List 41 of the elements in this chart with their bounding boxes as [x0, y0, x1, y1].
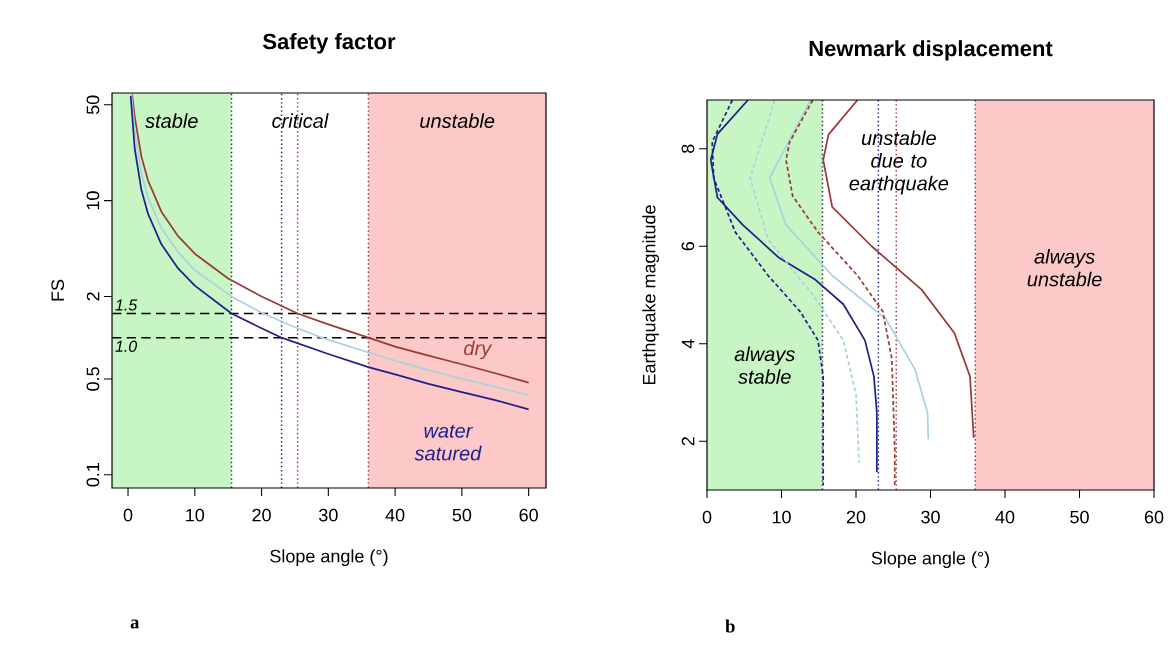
text: b	[725, 619, 735, 633]
y-tick-label: 2	[86, 292, 100, 301]
ref-line-label: 1.0	[115, 340, 138, 352]
band-label: unstable	[420, 113, 495, 128]
band-label: always unstable	[1027, 249, 1102, 287]
x-tick-label: 20	[252, 508, 271, 522]
x-tick-label: 60	[519, 508, 538, 522]
band-label: always stable	[734, 346, 795, 384]
y-tick-label: 0.5	[86, 367, 100, 391]
series-label: water satured	[414, 424, 482, 461]
band-label: stable	[145, 113, 198, 128]
band-label: critical	[272, 113, 329, 128]
band-label: unstable due to earthquake	[849, 130, 949, 195]
text: a	[130, 619, 140, 629]
y-axis-title: Earthquake magnitude	[642, 205, 660, 385]
x-tick-label: 40	[995, 510, 1015, 524]
y-tick-label: 8	[681, 144, 695, 153]
x-axis-title: Slope angle (°)	[871, 551, 989, 569]
x-tick-label: 30	[319, 508, 338, 522]
x-tick-label: 30	[921, 510, 940, 524]
y-tick-label: 50	[86, 95, 100, 115]
x-tick-label: 10	[772, 510, 791, 524]
y-tick-label: 0.1	[86, 463, 100, 487]
x-tick-label: 0	[702, 510, 712, 524]
y-axis-title: FS	[51, 279, 65, 301]
x-tick-label: 0	[123, 508, 133, 522]
y-tick-label: 4	[681, 339, 695, 349]
x-axis-title: Slope angle (°)	[270, 549, 388, 567]
x-tick-label: 40	[385, 508, 405, 522]
x-tick-label: 20	[846, 510, 866, 524]
series-label: dry	[464, 340, 493, 360]
y-tick-label: 10	[86, 191, 100, 210]
chart-title: Safety factor	[263, 33, 396, 54]
x-tick-label: 10	[186, 508, 205, 522]
y-tick-label: 6	[681, 242, 695, 251]
chart-title: Newmark displacement	[809, 40, 1053, 61]
x-tick-label: 50	[452, 508, 472, 522]
x-tick-label: 60	[1144, 510, 1164, 524]
ref-line-label: 1.5	[115, 299, 138, 311]
x-tick-label: 50	[1070, 510, 1089, 524]
y-tick-label: 2	[681, 437, 695, 446]
